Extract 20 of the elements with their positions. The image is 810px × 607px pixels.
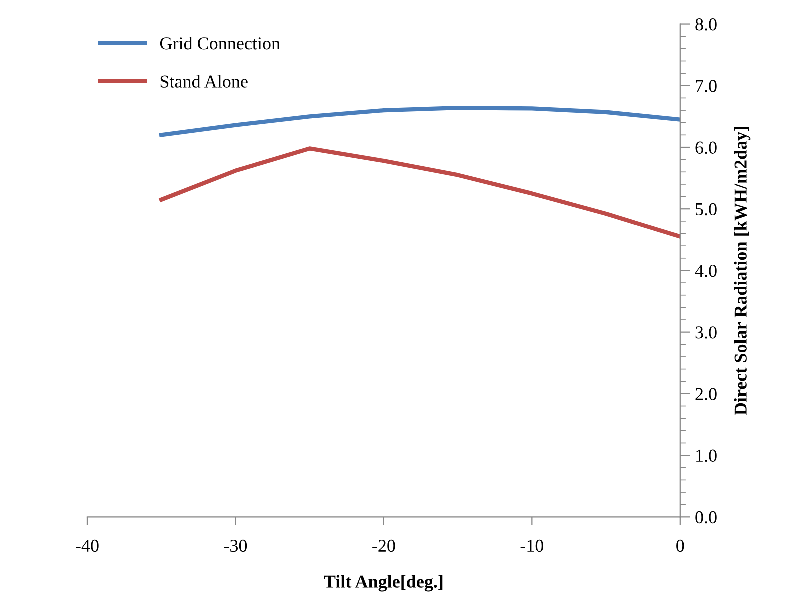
legend-label: Grid Connection <box>160 37 280 50</box>
x-tick-label: -10 <box>520 540 544 552</box>
y-axis-title: Direct Solar Radiation [kWH/m2day] <box>734 127 751 416</box>
x-tick-label: -20 <box>372 540 396 552</box>
y-tick-label: 6.0 <box>696 142 717 154</box>
x-tick-label: 0 <box>676 540 684 552</box>
line-series <box>160 106 680 138</box>
legend-label: Stand Alone <box>160 75 248 88</box>
line-series <box>160 146 680 239</box>
y-tick-label: 3.0 <box>696 326 717 339</box>
x-tick-label: -30 <box>224 540 248 552</box>
y-tick-label: 0.0 <box>696 511 717 524</box>
y-tick-label: 1.0 <box>696 450 717 462</box>
y-tick-label: 7.0 <box>696 80 717 92</box>
y-tick-label: 8.0 <box>696 18 717 31</box>
x-tick-label: -40 <box>76 540 99 552</box>
x-axis-title: Tilt Angle[deg.] <box>324 575 443 592</box>
y-tick-label: 4.0 <box>695 264 717 278</box>
y-tick-label: 2.0 <box>696 388 717 400</box>
y-tick-label: 5.0 <box>696 203 717 216</box>
